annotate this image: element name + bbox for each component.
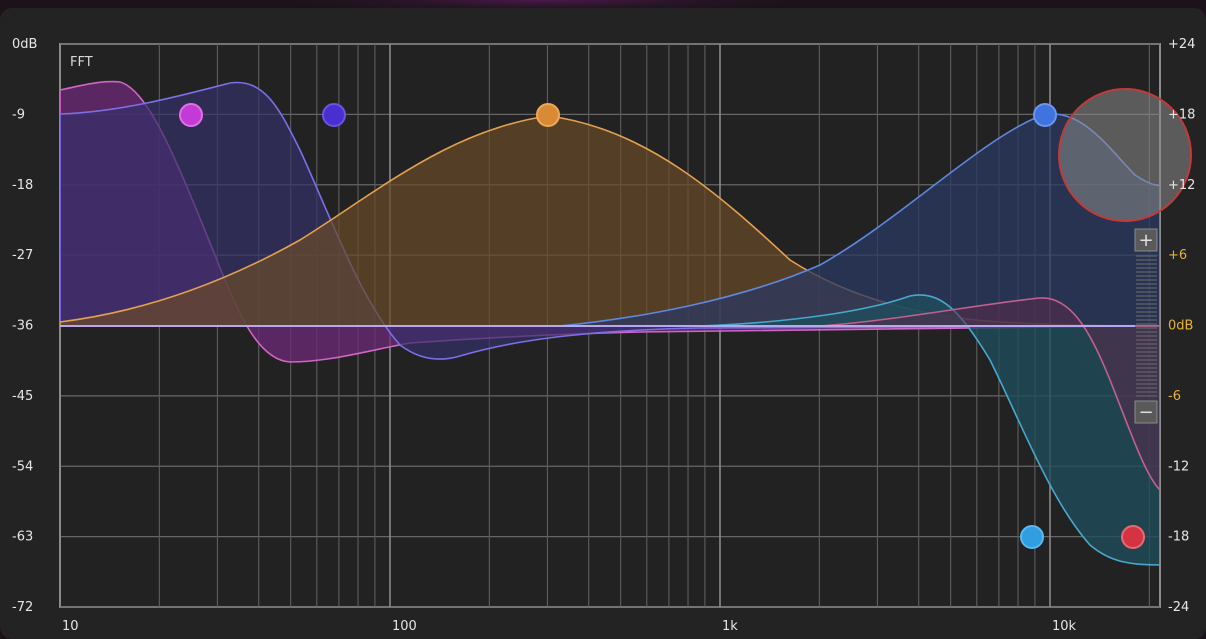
band-handle-5[interactable] <box>1033 103 1057 127</box>
zoom-slider-track[interactable] <box>1136 255 1157 397</box>
band-handle-4[interactable] <box>536 103 560 127</box>
zoom-out-label: − <box>1138 402 1153 423</box>
frequency-label: 10 <box>62 619 79 634</box>
right-gain-axis: +24 +18 +12 +6 0dB -6 -12 -18 -24 <box>1168 37 1195 615</box>
selected-band-highlight[interactable] <box>1058 88 1192 222</box>
left-axis-label: -9 <box>12 107 25 122</box>
right-axis-label: +24 <box>1168 37 1195 52</box>
left-axis-label: -63 <box>12 530 33 545</box>
right-axis-label: -24 <box>1168 600 1189 615</box>
left-axis-label: -27 <box>12 248 33 263</box>
right-axis-label: +18 <box>1168 107 1195 122</box>
left-axis-label: -54 <box>12 459 33 474</box>
right-axis-label: 0dB <box>1168 319 1193 334</box>
right-axis-label: -18 <box>1168 530 1189 545</box>
left-axis-label: -36 <box>12 319 33 334</box>
curve-band-7 <box>819 297 1160 492</box>
frequency-axis: 10 100 1k 10k <box>62 619 1077 634</box>
frequency-label: 100 <box>392 619 417 634</box>
zoom-out-button[interactable] <box>1134 400 1158 424</box>
left-axis-label: -72 <box>12 600 33 615</box>
frequency-label: 1k <box>722 619 738 634</box>
band-handle-7[interactable] <box>1121 525 1145 549</box>
band-handles <box>179 103 1145 549</box>
band-handle-3[interactable] <box>322 103 346 127</box>
left-axis-label: -45 <box>12 389 33 404</box>
fft-label[interactable]: FFT <box>70 55 93 70</box>
right-axis-label: +12 <box>1168 178 1195 193</box>
zoom-control: + − <box>1134 228 1158 424</box>
right-axis-label: +6 <box>1168 248 1187 263</box>
right-axis-label: -6 <box>1168 389 1181 404</box>
curve-band-6 <box>699 294 1160 566</box>
left-db-axis: 0dB -9 -18 -27 -36 -45 -54 -63 -72 <box>12 37 37 615</box>
frequency-label: 10k <box>1052 619 1077 634</box>
zoom-in-label: + <box>1138 230 1153 251</box>
left-axis-label: 0dB <box>12 37 37 52</box>
zoom-in-button[interactable] <box>1134 228 1158 252</box>
eq-curves <box>60 80 1160 566</box>
left-axis-label: -18 <box>12 178 33 193</box>
band-handle-2[interactable] <box>179 103 203 127</box>
band-handle-6[interactable] <box>1020 525 1044 549</box>
right-axis-label: -12 <box>1168 459 1189 474</box>
